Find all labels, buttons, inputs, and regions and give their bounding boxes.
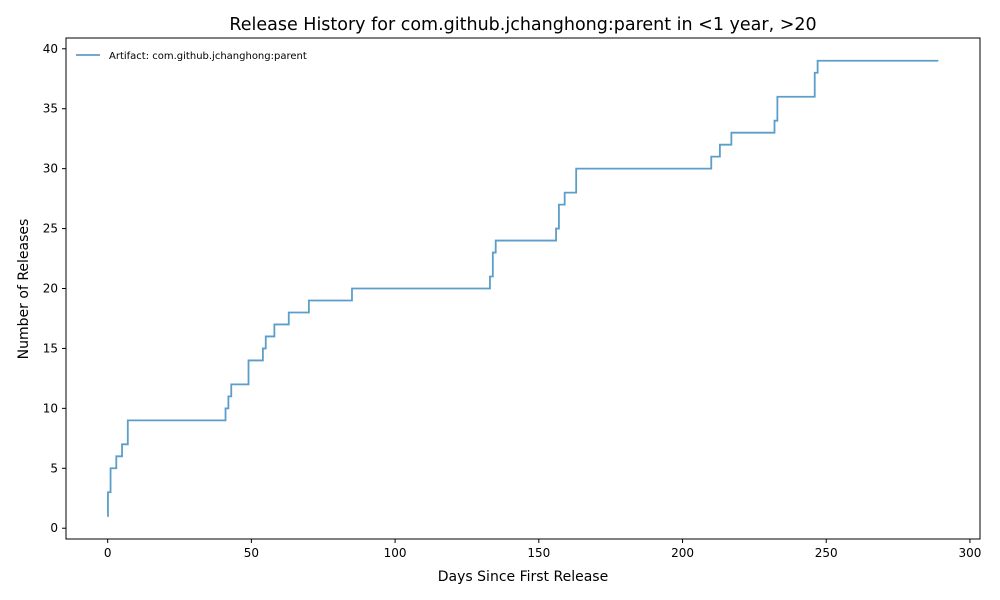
x-tick-label: 100: [384, 546, 407, 560]
x-tick-label: 200: [671, 546, 694, 560]
y-tick-label: 15: [43, 341, 58, 355]
y-tick-label: 30: [43, 162, 58, 176]
x-tick-label: 300: [958, 546, 981, 560]
x-tick-label: 150: [527, 546, 550, 560]
y-axis-label: Number of Releases: [16, 219, 32, 360]
y-axis: 0 5 10 15 20 25 30 35 40: [43, 42, 66, 535]
y-tick-label: 40: [43, 42, 58, 56]
legend-label: Artifact: com.github.jchanghong:parent: [109, 51, 307, 62]
y-tick-label: 5: [50, 461, 58, 475]
chart-title: Release History for com.github.jchanghon…: [229, 15, 816, 35]
legend: Artifact: com.github.jchanghong:parent: [76, 51, 307, 62]
y-tick-label: 35: [43, 102, 58, 116]
x-tick-label: 0: [104, 546, 112, 560]
y-tick-label: 20: [43, 282, 58, 296]
plot-area: [107, 59, 939, 518]
plot-frame: [65, 37, 981, 540]
y-tick-label: 10: [43, 401, 58, 415]
y-tick-label: 25: [43, 222, 58, 236]
y-tick-label: 0: [50, 521, 58, 535]
x-axis-label: Days Since First Release: [438, 569, 608, 585]
x-axis: 0 50 100 150 200 250 300: [104, 539, 981, 560]
series-line: [107, 59, 939, 518]
x-tick-label: 250: [815, 546, 838, 560]
x-tick-label: 50: [244, 546, 259, 560]
